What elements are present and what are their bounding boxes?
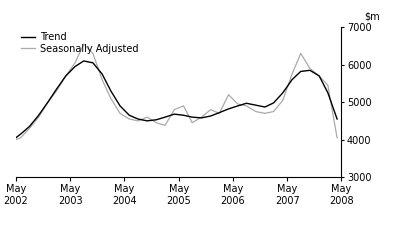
Seasonally Adjusted — [27, 127, 32, 130]
Seasonally Adjusted — [36, 116, 41, 118]
Seasonally Adjusted — [262, 112, 267, 115]
Trend — [208, 115, 213, 117]
Trend — [217, 111, 222, 114]
Seasonally Adjusted — [290, 73, 295, 75]
Trend — [317, 74, 322, 77]
Trend — [335, 118, 339, 120]
Trend — [100, 73, 104, 75]
Trend — [36, 114, 41, 117]
Trend — [136, 118, 141, 120]
Seasonally Adjusted — [163, 124, 168, 127]
Seasonally Adjusted — [199, 116, 204, 118]
Trend — [244, 102, 249, 105]
Trend — [299, 70, 303, 73]
Seasonally Adjusted — [308, 67, 312, 70]
Trend — [199, 116, 204, 119]
Line: Seasonally Adjusted: Seasonally Adjusted — [16, 44, 337, 140]
Trend — [163, 116, 168, 118]
Trend — [271, 101, 276, 104]
Seasonally Adjusted — [13, 138, 18, 141]
Trend — [326, 91, 330, 94]
Seasonally Adjusted — [190, 121, 195, 124]
Trend — [46, 101, 50, 104]
Seasonally Adjusted — [136, 119, 141, 122]
Trend — [13, 136, 18, 139]
Trend — [91, 62, 95, 64]
Seasonally Adjusted — [253, 110, 258, 113]
Line: Trend: Trend — [16, 61, 337, 138]
Seasonally Adjusted — [73, 62, 77, 64]
Seasonally Adjusted — [299, 52, 303, 55]
Seasonally Adjusted — [64, 74, 68, 77]
Text: $m: $m — [365, 12, 380, 22]
Trend — [280, 91, 285, 94]
Seasonally Adjusted — [280, 99, 285, 102]
Trend — [190, 116, 195, 118]
Trend — [118, 104, 122, 107]
Trend — [172, 113, 177, 116]
Seasonally Adjusted — [100, 78, 104, 81]
Seasonally Adjusted — [226, 93, 231, 96]
Trend — [18, 133, 23, 135]
Seasonally Adjusted — [271, 110, 276, 113]
Trend — [64, 74, 68, 77]
Seasonally Adjusted — [335, 136, 339, 139]
Seasonally Adjusted — [118, 112, 122, 115]
Seasonally Adjusted — [217, 112, 222, 115]
Seasonally Adjusted — [127, 118, 132, 120]
Trend — [262, 106, 267, 108]
Trend — [226, 108, 231, 110]
Trend — [54, 88, 59, 90]
Seasonally Adjusted — [244, 104, 249, 107]
Trend — [145, 119, 150, 122]
Seasonally Adjusted — [317, 74, 322, 77]
Trend — [108, 89, 113, 92]
Trend — [235, 104, 240, 107]
Seasonally Adjusted — [91, 52, 95, 55]
Trend — [73, 65, 77, 68]
Trend — [27, 125, 32, 128]
Trend — [308, 69, 312, 72]
Seasonally Adjusted — [235, 103, 240, 105]
Trend — [253, 104, 258, 106]
Trend — [127, 114, 132, 117]
Seasonally Adjusted — [81, 43, 86, 45]
Seasonally Adjusted — [181, 104, 186, 107]
Seasonally Adjusted — [145, 116, 150, 118]
Seasonally Adjusted — [108, 97, 113, 100]
Trend — [181, 114, 186, 117]
Seasonally Adjusted — [54, 89, 59, 92]
Seasonally Adjusted — [172, 108, 177, 111]
Legend: Trend, Seasonally Adjusted: Trend, Seasonally Adjusted — [21, 32, 139, 54]
Trend — [154, 118, 159, 121]
Seasonally Adjusted — [326, 84, 330, 87]
Seasonally Adjusted — [46, 101, 50, 104]
Seasonally Adjusted — [18, 136, 23, 139]
Seasonally Adjusted — [154, 121, 159, 124]
Seasonally Adjusted — [208, 108, 213, 111]
Trend — [290, 78, 295, 81]
Trend — [81, 59, 86, 62]
